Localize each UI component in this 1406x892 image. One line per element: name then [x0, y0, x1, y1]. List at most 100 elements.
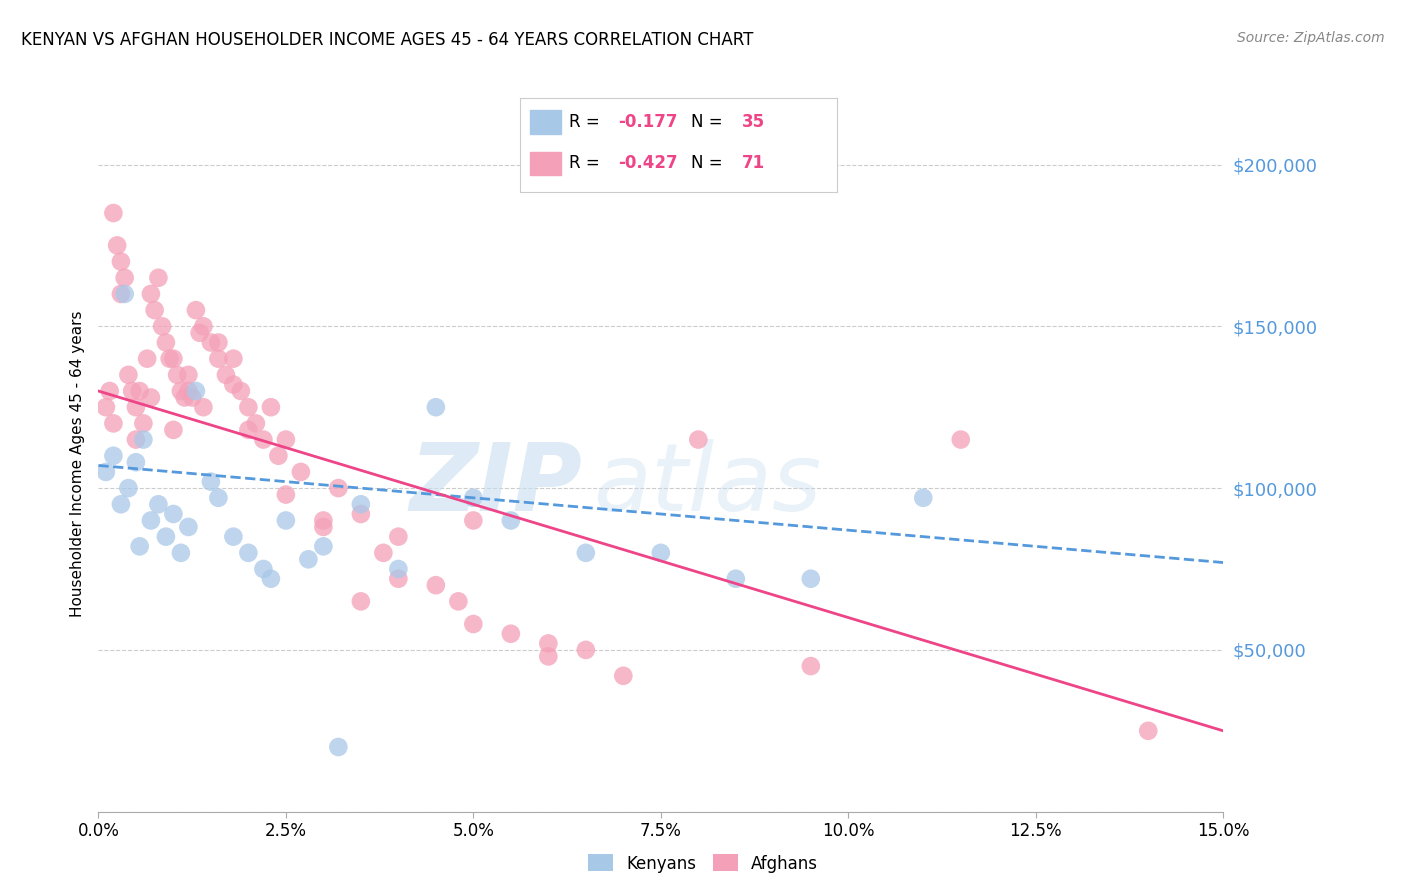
Point	[688, 433, 710, 447]
Point	[128, 384, 150, 398]
Point	[110, 254, 132, 268]
Point	[143, 303, 166, 318]
Point	[132, 417, 155, 431]
Text: N =: N =	[692, 154, 728, 172]
Point	[222, 530, 245, 544]
Point	[103, 206, 125, 220]
Point	[387, 562, 409, 576]
Point	[125, 455, 148, 469]
Point	[260, 572, 283, 586]
Point	[252, 562, 274, 576]
Point	[373, 546, 395, 560]
Point	[222, 351, 245, 366]
Point	[177, 520, 200, 534]
Point	[290, 465, 312, 479]
Text: R =: R =	[569, 154, 605, 172]
Point	[125, 401, 148, 415]
Text: KENYAN VS AFGHAN HOUSEHOLDER INCOME AGES 45 - 64 YEARS CORRELATION CHART: KENYAN VS AFGHAN HOUSEHOLDER INCOME AGES…	[21, 31, 754, 49]
Point	[98, 384, 121, 398]
Y-axis label: Householder Income Ages 45 - 64 years: Householder Income Ages 45 - 64 years	[69, 310, 84, 617]
Point	[148, 270, 170, 285]
Point	[350, 594, 373, 608]
Point	[463, 491, 485, 505]
Point	[105, 238, 128, 252]
Point	[162, 507, 184, 521]
Point	[166, 368, 188, 382]
Point	[537, 649, 560, 664]
Point	[499, 626, 522, 640]
Point	[387, 572, 409, 586]
Point	[110, 287, 132, 301]
Point	[193, 319, 215, 334]
Point	[238, 423, 260, 437]
Point	[128, 540, 150, 554]
Point	[188, 326, 211, 340]
Point	[139, 513, 162, 527]
Point	[463, 513, 485, 527]
Legend: Kenyans, Afghans: Kenyans, Afghans	[581, 847, 825, 880]
Point	[312, 540, 335, 554]
Point	[207, 351, 229, 366]
Point	[193, 401, 215, 415]
Point	[110, 497, 132, 511]
Point	[1137, 723, 1160, 738]
Point	[245, 417, 267, 431]
Point	[148, 497, 170, 511]
Point	[912, 491, 935, 505]
Text: 35: 35	[742, 113, 765, 131]
Point	[447, 594, 470, 608]
Text: -0.177: -0.177	[619, 113, 678, 131]
Point	[114, 287, 136, 301]
Point	[949, 433, 972, 447]
Point	[207, 335, 229, 350]
Text: R =: R =	[569, 113, 605, 131]
Point	[170, 384, 193, 398]
Point	[155, 335, 177, 350]
Point	[162, 423, 184, 437]
Point	[800, 572, 823, 586]
Bar	[530, 111, 561, 134]
Point	[328, 739, 350, 754]
Point	[575, 643, 598, 657]
Point	[328, 481, 350, 495]
Point	[103, 449, 125, 463]
Point	[499, 513, 522, 527]
Point	[274, 513, 297, 527]
Point	[117, 368, 139, 382]
Point	[207, 491, 229, 505]
Point	[139, 287, 162, 301]
Point	[215, 368, 238, 382]
Point	[139, 391, 162, 405]
Text: ZIP: ZIP	[409, 439, 582, 531]
Point	[150, 319, 173, 334]
Text: N =: N =	[692, 113, 728, 131]
Point	[274, 433, 297, 447]
Point	[103, 417, 125, 431]
Point	[238, 546, 260, 560]
Point	[252, 433, 274, 447]
Point	[170, 546, 193, 560]
Point	[229, 384, 252, 398]
Point	[136, 351, 159, 366]
Text: 71: 71	[742, 154, 765, 172]
Point	[274, 487, 297, 501]
Point	[125, 433, 148, 447]
Point	[312, 520, 335, 534]
Point	[612, 669, 634, 683]
Point	[463, 617, 485, 632]
Point	[159, 351, 181, 366]
Point	[94, 465, 117, 479]
Point	[387, 530, 409, 544]
Point	[650, 546, 672, 560]
Point	[238, 401, 260, 415]
Point	[181, 391, 204, 405]
Point	[575, 546, 598, 560]
Point	[724, 572, 747, 586]
Point	[800, 659, 823, 673]
Point	[350, 507, 373, 521]
Point	[425, 578, 447, 592]
Point	[297, 552, 319, 566]
Point	[184, 384, 207, 398]
Point	[177, 384, 200, 398]
Point	[121, 384, 143, 398]
